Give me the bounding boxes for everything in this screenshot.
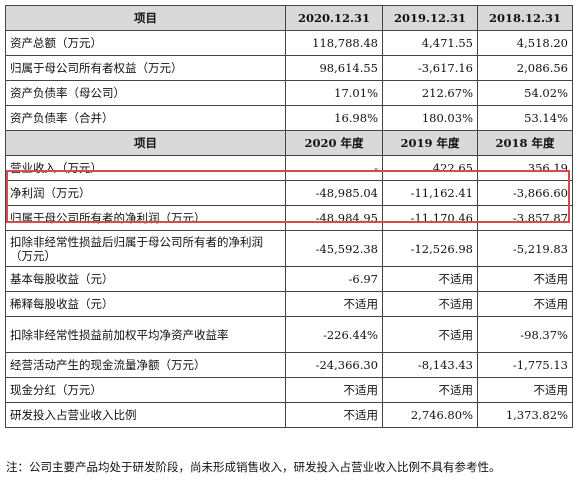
value-cell: -45,592.38 (285, 230, 383, 267)
table-row: 资产负债率（合并） 16.98% 180.03% 53.14% (5, 105, 573, 131)
table-row: 研发投入占营业收入比例 不适用 2,746.80% 1,373.82% (5, 402, 573, 428)
value-cell: -6.97 (285, 266, 383, 292)
value-cell: 2,746.80% (382, 402, 478, 428)
value-cell: -12,526.98 (382, 230, 478, 267)
row-label: 归属于母公司所有者的净利润（万元） (5, 205, 286, 231)
value-cell: -226.44% (285, 316, 383, 353)
row-label: 现金分红（万元） (5, 377, 286, 403)
header-period: 2019 年度 (382, 130, 478, 156)
header-period: 2020 年度 (285, 130, 383, 156)
value-cell: 不适用 (285, 377, 383, 403)
value-cell: - (285, 155, 383, 181)
value-cell: -1,775.13 (477, 352, 573, 378)
row-label: 扣除非经常性损益后归属于母公司所有者的净利润（万元） (5, 230, 286, 267)
value-cell: 不适用 (477, 377, 573, 403)
value-cell: 212.67% (382, 80, 478, 106)
header-item-label: 项目 (5, 130, 286, 156)
value-cell: 54.02% (477, 80, 573, 106)
row-label: 资产负债率（母公司） (5, 80, 286, 106)
value-cell: 2,086.56 (477, 55, 573, 81)
value-cell: 不适用 (285, 402, 383, 428)
table-row: 资产总额（万元） 118,788.48 4,471.55 4,518.20 (5, 30, 573, 56)
value-cell: 不适用 (477, 266, 573, 292)
row-label: 扣除非经常性损益前加权平均净资产收益率 (5, 316, 286, 353)
table-header-row: 项目 2020 年度 2019 年度 2018 年度 (5, 130, 573, 156)
value-cell: -48,985.04 (285, 180, 383, 206)
value-cell: -3,857.87 (477, 205, 573, 231)
value-cell: 不适用 (382, 266, 478, 292)
value-cell: -3,617.16 (382, 55, 478, 81)
header-period: 2018 年度 (477, 130, 573, 156)
table-row: 资产负债率（母公司） 17.01% 212.67% 54.02% (5, 80, 573, 106)
value-cell: 1,373.82% (477, 402, 573, 428)
value-cell: 不适用 (382, 377, 478, 403)
table-row: 基本每股收益（元） -6.97 不适用 不适用 (5, 266, 573, 292)
table-row: 净利润（万元） -48,985.04 -11,162.41 -3,866.60 (5, 180, 573, 206)
row-label: 经营活动产生的现金流量净额（万元） (5, 352, 286, 378)
value-cell: -24,366.30 (285, 352, 383, 378)
table-row: 扣除非经常性损益前加权平均净资产收益率 -226.44% 不适用 -98.37% (5, 316, 573, 353)
table-row: 归属于母公司所有者权益（万元） 98,614.55 -3,617.16 2,086.5… (5, 55, 573, 81)
row-label: 资产总额（万元） (5, 30, 286, 56)
header-period: 2018.12.31 (477, 5, 573, 31)
value-cell: 不适用 (382, 291, 478, 317)
value-cell: 356.19 (477, 155, 573, 181)
value-cell: -11,162.41 (382, 180, 478, 206)
value-cell: 180.03% (382, 105, 478, 131)
value-cell: 17.01% (285, 80, 383, 106)
value-cell: 不适用 (382, 316, 478, 353)
header-period: 2020.12.31 (285, 5, 383, 31)
table-row: 扣除非经常性损益后归属于母公司所有者的净利润（万元） -45,592.38 -12,… (5, 230, 573, 267)
table-row: 归属于母公司所有者的净利润（万元） -48,984.95 -11,170.46 -3,… (5, 205, 573, 231)
row-label: 基本每股收益（元） (5, 266, 286, 292)
table-body: 项目 2020.12.31 2019.12.31 2018.12.31 资产总额（万元）… (5, 5, 573, 428)
row-label: 稀释每股收益（元） (5, 291, 286, 317)
row-label: 净利润（万元） (5, 180, 286, 206)
value-cell: -5,219.83 (477, 230, 573, 267)
financial-data-table: 项目 2020.12.31 2019.12.31 2018.12.31 资产总额（万元）… (5, 5, 573, 428)
row-label: 营业收入（万元） (5, 155, 286, 181)
table-row: 经营活动产生的现金流量净额（万元） -24,366.30 -8,143.43 -1,7… (5, 352, 573, 378)
value-cell: 118,788.48 (285, 30, 383, 56)
value-cell: -98.37% (477, 316, 573, 353)
table-row: 营业收入（万元） -422.65 356.19 (5, 155, 573, 181)
value-cell: 53.14% (477, 105, 573, 131)
value-cell: -3,866.60 (477, 180, 573, 206)
value-cell: -11,170.46 (382, 205, 478, 231)
row-label: 资产负债率（合并） (5, 105, 286, 131)
value-cell: 不适用 (477, 291, 573, 317)
header-item-label: 项目 (5, 5, 286, 31)
row-label: 归属于母公司所有者权益（万元） (5, 55, 286, 81)
value-cell: 4,518.20 (477, 30, 573, 56)
table-row: 现金分红（万元） 不适用 不适用 不适用 (5, 377, 573, 403)
footnote: 注：公司主要产品均处于研发阶段，尚未形成销售收入，研发投入占营业收入比例不具有参… (6, 460, 501, 474)
table-row: 稀释每股收益（元） 不适用 不适用 不适用 (5, 291, 573, 317)
header-period: 2019.12.31 (382, 5, 478, 31)
financial-data-document: 项目 2020.12.31 2019.12.31 2018.12.31 资产总额（万元）… (5, 5, 573, 428)
value-cell: 4,471.55 (382, 30, 478, 56)
value-cell: 不适用 (285, 291, 383, 317)
table-header-row: 项目 2020.12.31 2019.12.31 2018.12.31 (5, 5, 573, 31)
value-cell: -8,143.43 (382, 352, 478, 378)
value-cell: -48,984.95 (285, 205, 383, 231)
value-cell: 422.65 (382, 155, 478, 181)
row-label: 研发投入占营业收入比例 (5, 402, 286, 428)
value-cell: 16.98% (285, 105, 383, 131)
value-cell: 98,614.55 (285, 55, 383, 81)
